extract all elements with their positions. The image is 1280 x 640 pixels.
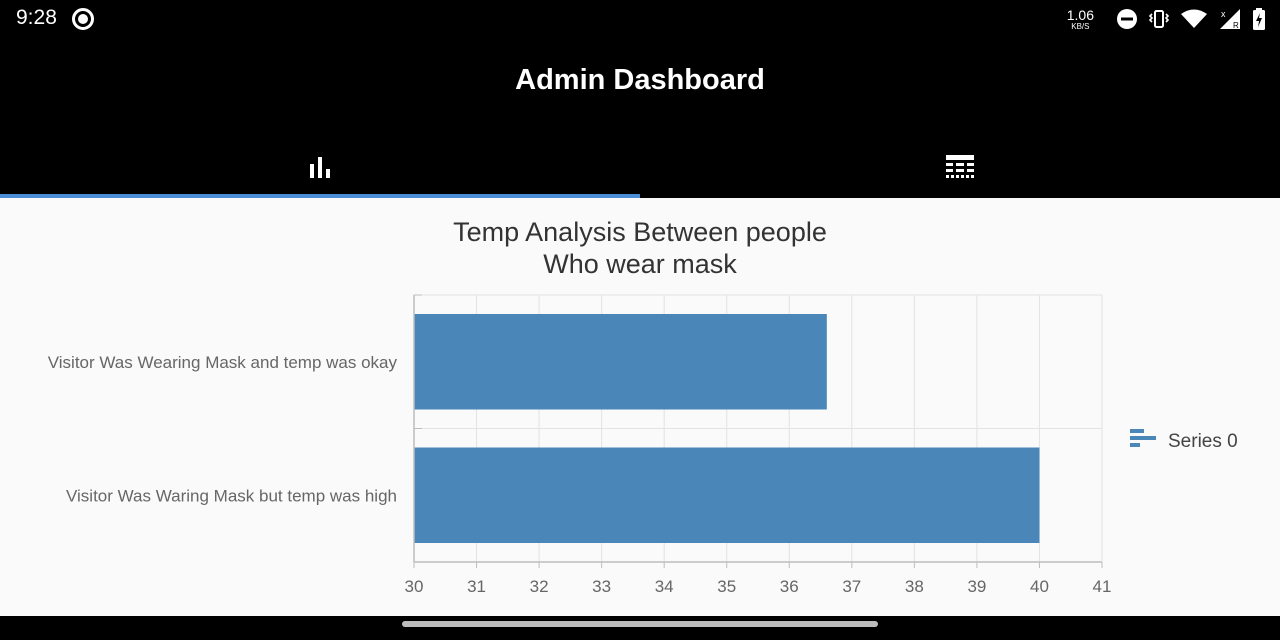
vibrate-icon [1148, 10, 1170, 28]
table-icon [946, 155, 974, 178]
x-tick-label-34: 34 [655, 577, 674, 596]
legend-label-series-0: Series 0 [1168, 431, 1238, 452]
navigation-bar [0, 616, 1280, 640]
bar-2 [414, 447, 1040, 543]
do-not-disturb-icon [1117, 9, 1137, 29]
chart-title-line-2: Who wear mask [543, 249, 737, 279]
legend-swatch-bar-3 [1130, 443, 1140, 447]
chart-title-line-1: Temp Analysis Between people [453, 217, 827, 247]
x-tick-label-31: 31 [467, 577, 486, 596]
sim-r-label: R [1233, 21, 1239, 30]
x-tick-label-38: 38 [905, 577, 924, 596]
wifi-icon [1181, 9, 1207, 28]
legend-swatch-bar-2 [1130, 436, 1156, 440]
status-time: 9:28 [16, 6, 57, 29]
screen-record-icon [72, 8, 94, 30]
x-tick-label-30: 30 [405, 577, 424, 596]
tab-chart[interactable] [0, 138, 640, 196]
network-speed: 1.06 KB/S [1067, 8, 1094, 31]
x-tick-label-35: 35 [717, 577, 736, 596]
page-title: Admin Dashboard [515, 64, 765, 96]
legend-swatch-bar-1 [1130, 429, 1144, 433]
chart-panel: Temp Analysis Between people Who wear mas… [0, 198, 1280, 616]
category-label-2: Visitor Was Waring Mask but temp was hig… [66, 486, 397, 505]
x-tick-label-36: 36 [780, 577, 799, 596]
chart-axes [413, 294, 1103, 568]
x-tick-label-39: 39 [967, 577, 986, 596]
network-speed-unit: KB/S [1071, 21, 1090, 31]
bar-chart-icon [310, 157, 330, 178]
status-bar: 9:28 1.06 KB/S x R [0, 0, 1280, 38]
chart-legend: Series 0 [1130, 429, 1238, 452]
x-tick-label-41: 41 [1093, 577, 1112, 596]
category-label-1: Visitor Was Wearing Mask and temp was ok… [48, 353, 398, 372]
x-tick-label-40: 40 [1030, 577, 1049, 596]
battery-charging-icon [1253, 8, 1265, 30]
status-icons: 1.06 KB/S x R [1067, 5, 1266, 33]
x-tick-label-32: 32 [530, 577, 549, 596]
tab-table[interactable] [640, 138, 1280, 196]
app-bar: Admin Dashboard [0, 38, 1280, 198]
x-tick-label-37: 37 [842, 577, 861, 596]
tab-indicator [0, 194, 640, 198]
cell-signal-icon: x R [1220, 9, 1240, 30]
chart-bars [414, 314, 1040, 543]
network-speed-value: 1.06 [1066, 6, 1094, 23]
bar-1 [414, 314, 827, 410]
x-tick-label-33: 33 [592, 577, 611, 596]
home-gesture-pill[interactable] [402, 621, 878, 627]
sim-x-label: x [1221, 9, 1226, 19]
